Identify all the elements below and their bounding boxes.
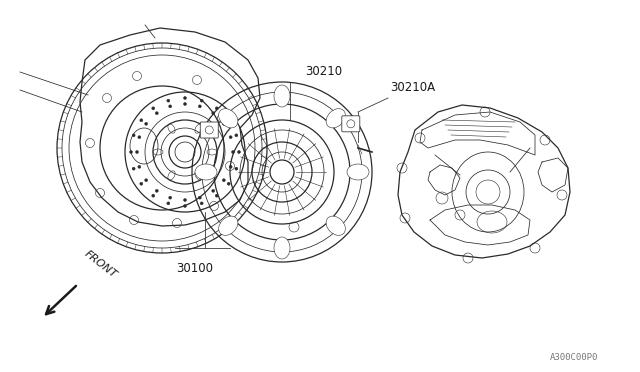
Circle shape [232,151,234,154]
Circle shape [222,122,225,125]
Circle shape [132,134,135,137]
Circle shape [227,182,230,185]
Circle shape [200,202,203,205]
Ellipse shape [326,109,346,128]
Circle shape [145,179,148,182]
Circle shape [229,165,232,169]
Circle shape [152,194,155,197]
Ellipse shape [219,216,238,235]
Circle shape [212,112,214,115]
Circle shape [169,105,172,108]
Ellipse shape [195,164,217,180]
Circle shape [167,99,170,102]
Circle shape [235,134,238,137]
Circle shape [184,103,186,106]
Circle shape [212,189,214,192]
Text: A300C00P0: A300C00P0 [550,353,598,362]
Circle shape [136,151,138,154]
Text: 30210: 30210 [305,65,342,78]
Ellipse shape [274,85,290,107]
FancyBboxPatch shape [200,122,218,138]
Circle shape [215,107,218,110]
Text: 30210A: 30210A [390,81,435,94]
Circle shape [140,182,143,185]
Circle shape [138,136,141,139]
Ellipse shape [347,164,369,180]
Ellipse shape [326,216,346,235]
Circle shape [200,99,203,102]
Polygon shape [398,105,570,258]
Circle shape [184,205,186,208]
Circle shape [138,165,141,169]
Circle shape [129,151,132,154]
Circle shape [167,202,170,205]
Ellipse shape [219,109,238,128]
Circle shape [198,196,202,199]
Circle shape [229,136,232,139]
Polygon shape [80,28,260,226]
Circle shape [152,107,155,110]
Circle shape [235,167,238,170]
Circle shape [145,122,148,125]
Circle shape [156,189,158,192]
Circle shape [169,196,172,199]
Circle shape [198,105,202,108]
Circle shape [215,194,218,197]
Text: 30100: 30100 [177,262,214,275]
FancyBboxPatch shape [342,116,360,132]
Circle shape [140,119,143,122]
Circle shape [237,151,241,154]
Circle shape [184,199,186,202]
Circle shape [184,96,186,99]
Circle shape [132,167,135,170]
Circle shape [227,119,230,122]
Text: FRONT: FRONT [82,249,118,280]
Circle shape [222,179,225,182]
Ellipse shape [274,237,290,259]
Circle shape [156,112,158,115]
